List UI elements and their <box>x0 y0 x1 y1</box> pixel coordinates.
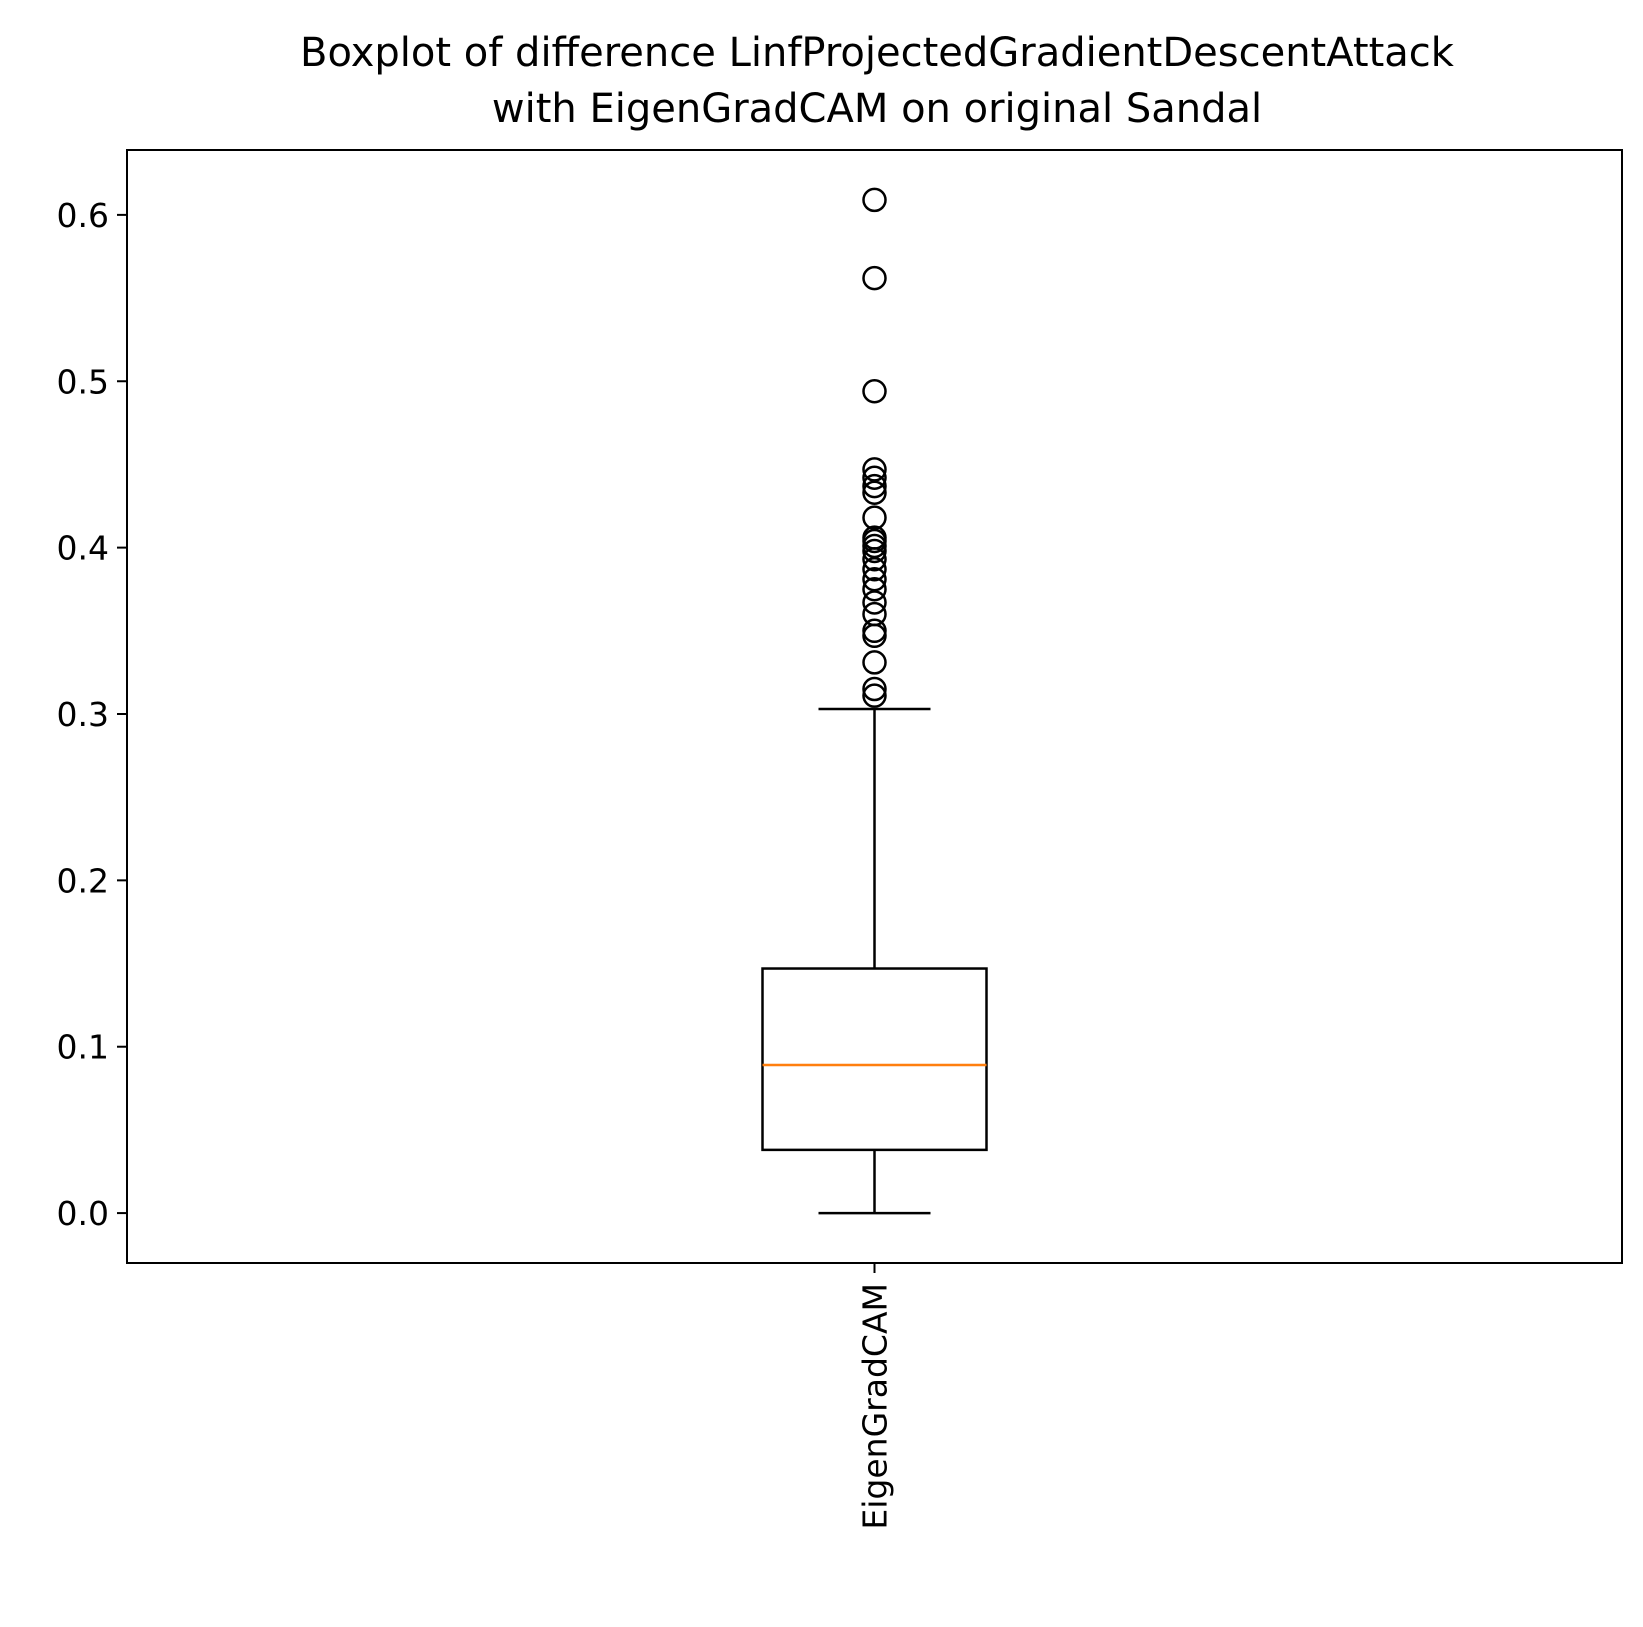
chart-title-line-2: with EigenGradCAM on original Sandal <box>492 86 1262 132</box>
chart-title-line-1: Boxplot of difference LinfProjectedGradi… <box>300 30 1455 76</box>
outlier-point <box>862 378 887 404</box>
y-tick-label: 0.6 <box>57 196 109 235</box>
outlier-point <box>862 556 887 582</box>
axes-frame <box>126 149 1623 1264</box>
y-tick-label: 0.0 <box>57 1194 109 1233</box>
outlier-point <box>862 465 887 490</box>
outlier-point <box>862 473 887 499</box>
iqr-box <box>761 967 988 1152</box>
x-tick-label: EigenGradCAM <box>856 1283 895 1530</box>
y-tick-label: 0.4 <box>57 529 109 568</box>
outlier-point <box>862 601 887 627</box>
outlier-point <box>862 566 887 592</box>
plot-area: 0.0 0.1 0.2 0.3 0.4 0.5 0.6 EigenGradCAM <box>57 187 988 1530</box>
outlier-point <box>862 525 887 550</box>
outlier-point <box>862 505 887 530</box>
box-group <box>761 187 988 1215</box>
outlier-point <box>862 265 887 291</box>
y-tick-label: 0.5 <box>57 362 109 401</box>
y-tick-label: 0.3 <box>57 695 109 734</box>
outlier-point <box>862 590 887 615</box>
outlier-point <box>862 187 887 213</box>
outlier-point <box>862 650 887 675</box>
outlier-point <box>862 676 887 702</box>
outlier-point <box>862 480 887 505</box>
outlier-point <box>862 683 887 708</box>
outlier-point <box>862 576 887 602</box>
outlier-point <box>862 618 887 644</box>
outlier-point <box>862 457 887 482</box>
y-tick-label: 0.1 <box>57 1028 109 1067</box>
y-tick-label: 0.2 <box>57 861 109 900</box>
